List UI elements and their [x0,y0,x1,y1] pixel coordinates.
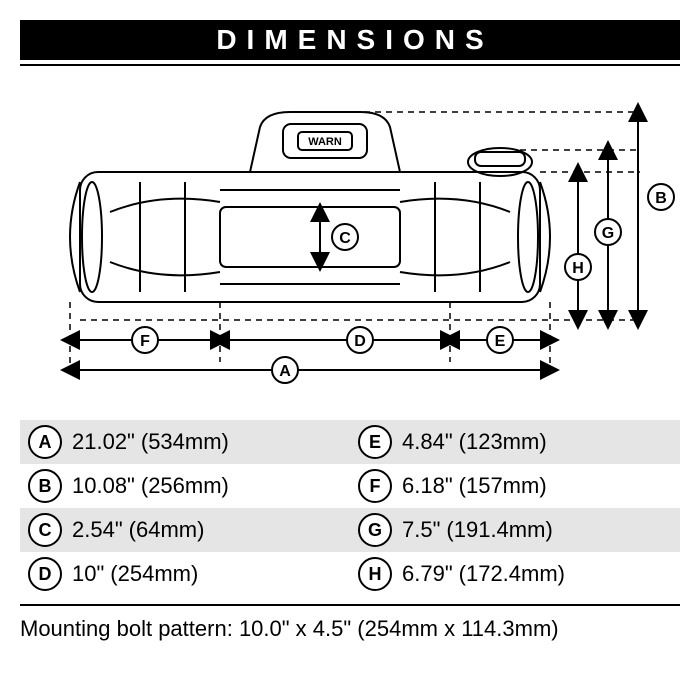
spec-row: E 4.84" (123mm) [350,420,680,464]
svg-text:E: E [495,333,506,350]
svg-text:B: B [655,190,667,207]
spec-imperial: 2.54" [72,517,123,543]
footer-value: 10.0" x 4.5" (254mm x 114.3mm) [239,616,559,641]
spec-row: A 21.02" (534mm) [20,420,350,464]
spec-imperial: 21.02" [72,429,135,455]
spec-imperial: 4.84" [402,429,453,455]
spec-metric: (191.4mm) [446,517,552,543]
spec-imperial: 10.08" [72,473,135,499]
spec-row: D 10" (254mm) [20,552,350,596]
title-text: DIMENSIONS [216,26,493,54]
spec-metric: (172.4mm) [459,561,565,587]
spec-imperial: 6.18" [402,473,453,499]
spec-row: G 7.5" (191.4mm) [350,508,680,552]
spec-letter: F [358,469,392,503]
spec-letter: E [358,425,392,459]
spec-metric: (254mm) [110,561,198,587]
svg-text:F: F [140,333,150,350]
spec-metric: (157mm) [459,473,547,499]
spec-imperial: 7.5" [402,517,440,543]
footer-label: Mounting bolt pattern: [20,616,233,641]
spec-metric: (256mm) [141,473,229,499]
spec-imperial: 6.79" [402,561,453,587]
spec-letter: B [28,469,62,503]
dimension-diagram: WARN [20,72,680,412]
spec-row: F 6.18" (157mm) [350,464,680,508]
spec-letter: G [358,513,392,547]
footer-note: Mounting bolt pattern: 10.0" x 4.5" (254… [20,604,680,642]
spec-letter: A [28,425,62,459]
svg-text:C: C [339,230,351,247]
spec-imperial: 10" [72,561,104,587]
spec-metric: (123mm) [459,429,547,455]
spec-metric: (64mm) [129,517,205,543]
svg-text:G: G [602,225,614,242]
spec-metric: (534mm) [141,429,229,455]
svg-text:A: A [279,363,291,380]
spec-row: B 10.08" (256mm) [20,464,350,508]
title-underline [20,64,680,66]
svg-text:D: D [354,333,366,350]
spec-letter: D [28,557,62,591]
brand-label: WARN [308,136,342,148]
spec-letter: H [358,557,392,591]
spec-row: C 2.54" (64mm) [20,508,350,552]
svg-text:H: H [572,260,584,277]
spec-row: H 6.79" (172.4mm) [350,552,680,596]
title-bar: DIMENSIONS [20,20,680,60]
spec-table: A 21.02" (534mm) E 4.84" (123mm) B 10.08… [20,420,680,596]
spec-letter: C [28,513,62,547]
